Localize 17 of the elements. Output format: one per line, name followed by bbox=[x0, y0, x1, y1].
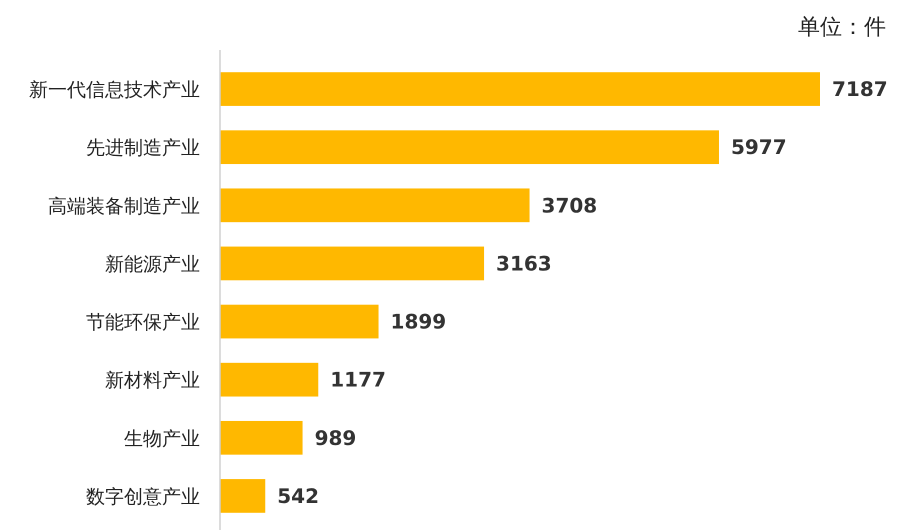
y-tick-label: 生物产业 bbox=[124, 428, 200, 450]
y-tick-label: 新能源产业 bbox=[105, 253, 200, 276]
data-label: 5977 bbox=[730, 135, 787, 160]
y-tick-label: 节能环保产业 bbox=[86, 312, 200, 334]
y-tick-label: 数字创意产业 bbox=[86, 486, 200, 508]
data-label: 989 bbox=[314, 426, 356, 450]
data-label: 1899 bbox=[390, 310, 446, 334]
data-label: 3163 bbox=[496, 251, 552, 276]
data-label: 542 bbox=[277, 484, 319, 508]
data-label: 7187 bbox=[832, 77, 888, 102]
y-tick-label: 高端装备制造产业 bbox=[48, 195, 200, 218]
text: 单位：件 bbox=[798, 15, 886, 40]
y-tick-label: 新一代信息技术产业 bbox=[29, 79, 200, 102]
data-label: 3708 bbox=[542, 193, 598, 218]
y-tick-label: 新材料产业 bbox=[105, 370, 200, 392]
data-label: 1177 bbox=[330, 368, 386, 392]
y-tick-label: 先进制造产业 bbox=[86, 137, 200, 160]
